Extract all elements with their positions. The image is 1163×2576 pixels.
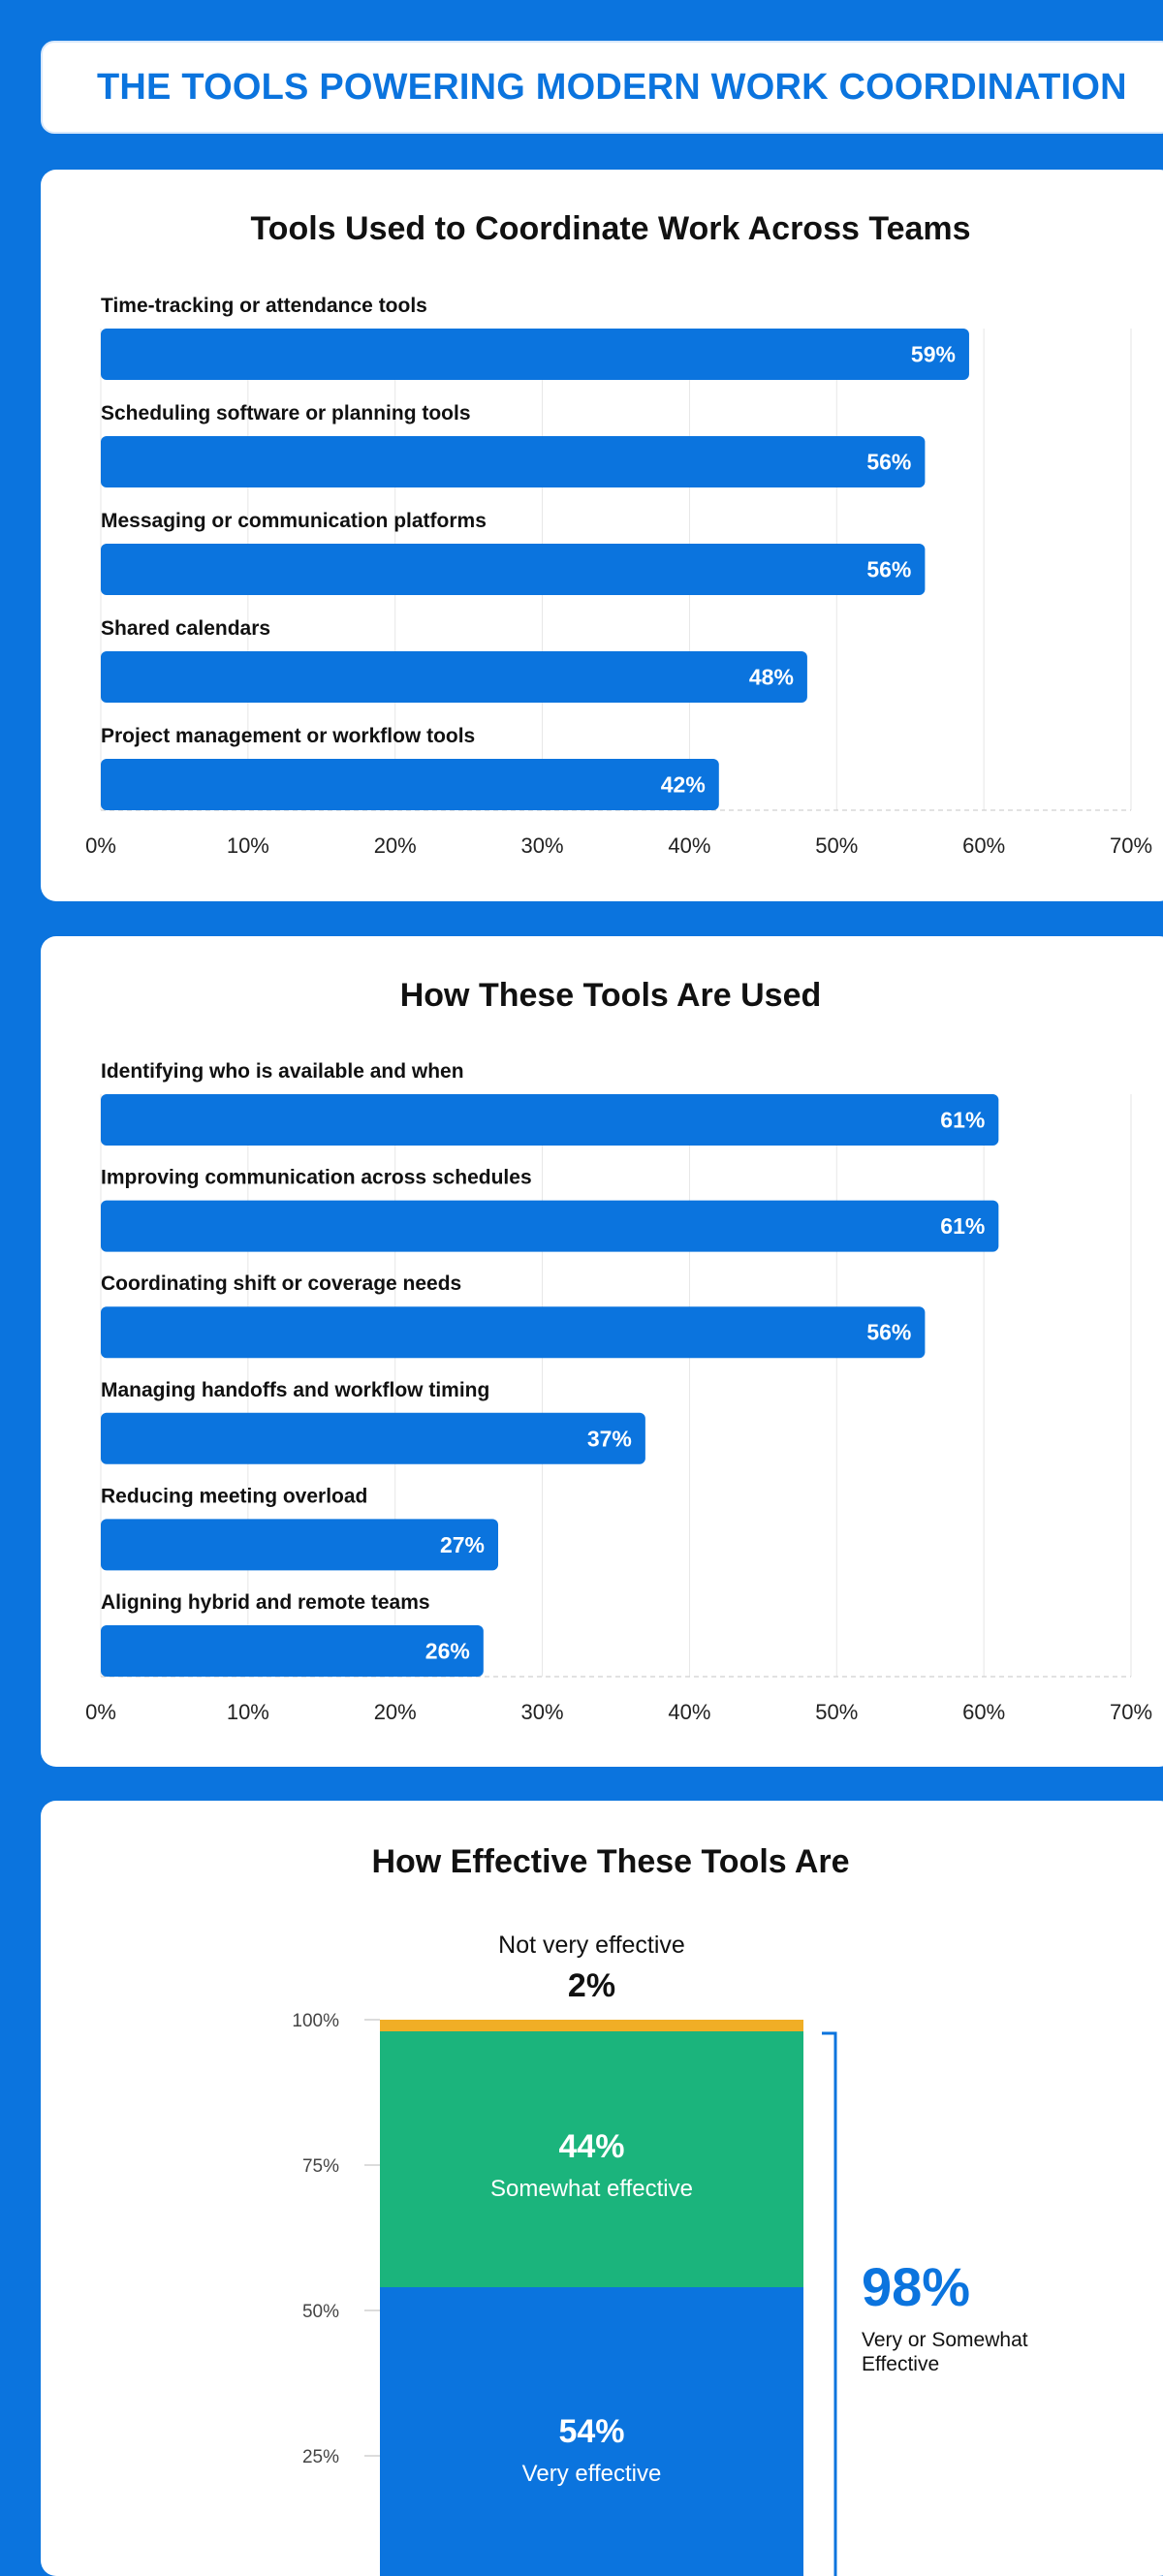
- x-tick-label: 20%: [374, 833, 417, 858]
- x-tick-label: 20%: [374, 1700, 417, 1724]
- bar-value-label: 42%: [661, 772, 706, 798]
- bar-value-label: 56%: [866, 450, 911, 475]
- x-tick-label: 10%: [227, 833, 269, 858]
- tools-usage-chart-title: How These Tools Are Used: [399, 977, 822, 1014]
- bar: [101, 1625, 484, 1677]
- header-banner: THE TOOLS POWERING MODERN WORK COORDINAT…: [41, 41, 1163, 134]
- bar: [101, 759, 719, 810]
- x-tick-label: 10%: [227, 1700, 269, 1724]
- y-tick-label: 100%: [292, 2011, 339, 2031]
- bar: [101, 329, 969, 380]
- segment-name-label: Very effective: [522, 2461, 662, 2487]
- bar: [101, 1519, 499, 1571]
- x-tick-label: 60%: [962, 1700, 1005, 1724]
- bar-value-label: 27%: [440, 1532, 485, 1557]
- stacked-segment: [380, 2287, 803, 2576]
- bar: [101, 1412, 645, 1464]
- bar-value-label: 56%: [866, 1320, 911, 1345]
- bar-category-label: Coordinating shift or coverage needs: [101, 1272, 461, 1295]
- x-tick-label: 50%: [815, 833, 858, 858]
- bar-category-label: Messaging or communication platforms: [101, 510, 487, 532]
- stacked-segment: [380, 2031, 803, 2287]
- x-tick-label: 0%: [85, 1700, 116, 1724]
- bar-category-label: Project management or workflow tools: [101, 725, 475, 747]
- x-tick-label: 50%: [815, 1700, 858, 1724]
- bar: [101, 1094, 999, 1146]
- effectiveness-stacked-chart: 25% 50% 75% 100% 54% Very effective 44% Somewha…: [292, 1932, 1028, 2576]
- tools-used-chart-title: Tools Used to Coordinate Work Across Tea…: [250, 210, 971, 247]
- bracket-value-label: 98%: [862, 2256, 970, 2317]
- effectiveness-card: How Effective These Tools Are 25% 50% 75% 1…: [41, 1801, 1163, 2576]
- bar-category-label: Reducing meeting overload: [101, 1485, 367, 1507]
- bar-category-label: Improving communication across schedules: [101, 1167, 532, 1189]
- bar-category-label: Identifying who is available and when: [101, 1060, 464, 1083]
- bar: [101, 651, 807, 703]
- bar-category-label: Shared calendars: [101, 617, 270, 640]
- x-tick-label: 0%: [85, 833, 116, 858]
- bar: [101, 544, 926, 595]
- tools-usage-card: How These Tools Are Used 0% 10% 20% 30% 40% 5…: [41, 936, 1163, 1767]
- bar-category-label: Aligning hybrid and remote teams: [101, 1591, 430, 1614]
- bar-category-label: Time-tracking or attendance tools: [101, 295, 427, 317]
- bar: [101, 1306, 926, 1359]
- bar-category-label: Scheduling software or planning tools: [101, 402, 471, 424]
- bracket-line: [822, 2031, 837, 2576]
- x-tick-label: 40%: [668, 1700, 710, 1724]
- tools-used-card: Tools Used to Coordinate Work Across Tea…: [41, 170, 1163, 901]
- bracket-caption-line: Very or Somewhat: [862, 2329, 1028, 2351]
- y-tick-label: 75%: [302, 2156, 339, 2177]
- segment-value-label: 44%: [558, 2128, 624, 2165]
- y-tick-label: 50%: [302, 2302, 339, 2322]
- segment-name-label: Somewhat effective: [490, 2176, 693, 2202]
- x-tick-label: 70%: [1110, 1700, 1152, 1724]
- tools-usage-bar-chart: 0% 10% 20% 30% 40% 50% 60% 70% Identifying who i…: [85, 1060, 1152, 1724]
- bar-category-label: Managing handoffs and workflow timing: [101, 1379, 489, 1401]
- bar-value-label: 48%: [749, 665, 794, 690]
- bar: [101, 1200, 999, 1252]
- segment-name-label: Not very effective: [498, 1932, 685, 1959]
- bar-value-label: 61%: [940, 1108, 985, 1133]
- bar-value-label: 61%: [940, 1213, 985, 1239]
- x-tick-label: 60%: [962, 833, 1005, 858]
- x-tick-label: 70%: [1110, 833, 1152, 858]
- bar-value-label: 37%: [587, 1426, 632, 1451]
- bar-value-label: 56%: [866, 557, 911, 582]
- segment-value-label: 54%: [558, 2413, 624, 2450]
- stacked-segment: [380, 2020, 803, 2031]
- bar-value-label: 26%: [425, 1639, 470, 1664]
- page-title: THE TOOLS POWERING MODERN WORK COORDINAT…: [97, 66, 1127, 108]
- tools-used-bar-chart: 0% 10% 20% 30% 40% 50% 60% 70% Time-tracking or …: [85, 295, 1152, 858]
- x-tick-label: 30%: [521, 833, 564, 858]
- effectiveness-chart-title: How Effective These Tools Are: [371, 1843, 850, 1880]
- x-tick-label: 30%: [521, 1700, 564, 1724]
- y-tick-label: 25%: [302, 2447, 339, 2467]
- segment-value-label: 2%: [568, 1967, 615, 2004]
- bar: [101, 436, 926, 487]
- bracket-caption-line: Effective: [862, 2353, 939, 2375]
- x-tick-label: 40%: [668, 833, 710, 858]
- bar-value-label: 59%: [911, 342, 956, 367]
